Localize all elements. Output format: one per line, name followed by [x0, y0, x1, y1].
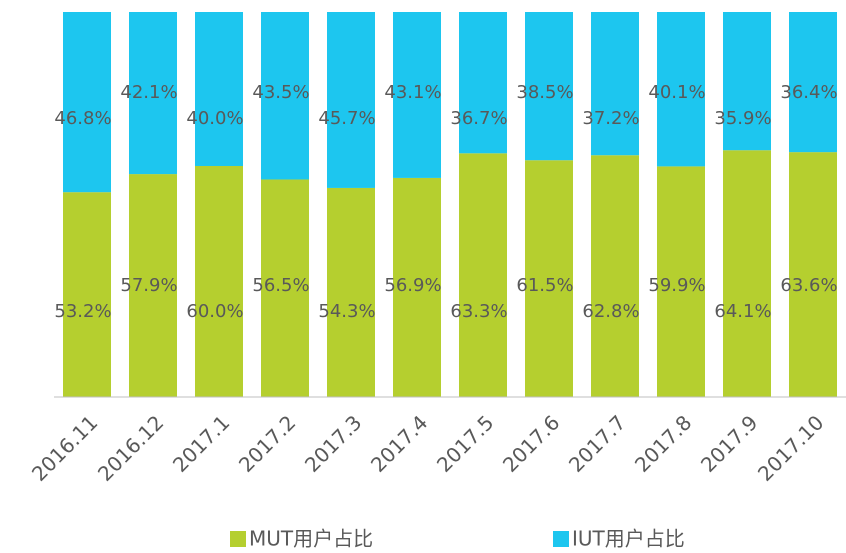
x-tick-label: 2017.10	[753, 410, 828, 485]
bar-segment	[393, 177, 441, 397]
data-label: 40.1%	[648, 82, 705, 103]
x-tick-label: 2016.12	[93, 410, 168, 485]
data-label: 62.8%	[582, 301, 639, 322]
bar-segment	[525, 12, 573, 161]
bar-segment	[393, 12, 441, 178]
data-label: 64.1%	[714, 301, 771, 322]
x-tick-label: 2016.11	[27, 410, 102, 485]
data-label: 43.5%	[252, 82, 309, 103]
legend-label: MUT用户占比	[249, 527, 373, 551]
data-label: 36.7%	[450, 108, 507, 129]
bar-segment	[723, 150, 771, 397]
data-label: 53.2%	[54, 301, 111, 322]
data-label: 56.9%	[384, 275, 441, 296]
bar-segment	[789, 12, 837, 153]
data-label: 38.5%	[516, 82, 573, 103]
data-label: 59.9%	[648, 275, 705, 296]
data-label: 57.9%	[120, 275, 177, 296]
data-label: 42.1%	[120, 82, 177, 103]
x-tick-label: 2017.7	[564, 410, 630, 476]
legend-label: IUT用户占比	[572, 527, 685, 551]
bar-segment	[657, 12, 705, 167]
data-label: 60.0%	[186, 301, 243, 322]
x-tick-label: 2017.3	[300, 410, 366, 476]
x-tick-label: 2017.6	[498, 410, 564, 476]
data-label: 46.8%	[54, 108, 111, 129]
data-label: 54.3%	[318, 301, 375, 322]
bar-segment	[63, 12, 111, 193]
data-label: 35.9%	[714, 108, 771, 129]
data-label: 45.7%	[318, 108, 375, 129]
data-label: 61.5%	[516, 275, 573, 296]
bar-segment	[261, 179, 309, 397]
bar-segment	[129, 12, 177, 175]
x-tick-label: 2017.9	[696, 410, 762, 476]
data-label: 63.6%	[780, 275, 837, 296]
data-label: 40.0%	[186, 108, 243, 129]
x-tick-label: 2017.8	[630, 410, 696, 476]
data-label: 43.1%	[384, 82, 441, 103]
x-tick-label: 2017.1	[168, 410, 234, 476]
x-tick-label: 2017.2	[234, 410, 300, 476]
bar-segment	[129, 174, 177, 397]
legend-swatch	[553, 531, 569, 547]
x-tick-label: 2017.5	[432, 410, 498, 476]
bar-segment	[657, 166, 705, 397]
bar-segment	[789, 152, 837, 397]
bar-segment	[459, 12, 507, 154]
bar-segment	[195, 166, 243, 397]
data-label: 56.5%	[252, 275, 309, 296]
bar-segment	[327, 187, 375, 397]
x-tick-label: 2017.4	[366, 410, 432, 476]
bar-segment	[63, 192, 111, 397]
bar-segment	[327, 12, 375, 188]
data-label: 37.2%	[582, 108, 639, 129]
bar-segment	[591, 155, 639, 397]
bar-segment	[459, 153, 507, 397]
data-label: 63.3%	[450, 301, 507, 322]
bar-segment	[261, 12, 309, 180]
data-label: 36.4%	[780, 82, 837, 103]
bar-segment	[723, 12, 771, 151]
bar-segment	[195, 12, 243, 166]
bar-segment	[525, 160, 573, 397]
bar-segment	[591, 12, 639, 156]
legend-swatch	[230, 531, 246, 547]
